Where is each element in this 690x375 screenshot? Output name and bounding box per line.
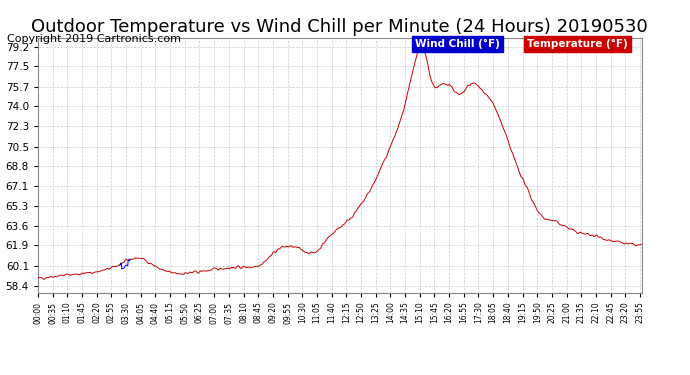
Text: Copyright 2019 Cartronics.com: Copyright 2019 Cartronics.com bbox=[7, 34, 181, 44]
Text: Wind Chill (°F): Wind Chill (°F) bbox=[415, 39, 500, 49]
Text: Temperature (°F): Temperature (°F) bbox=[527, 39, 628, 49]
Title: Outdoor Temperature vs Wind Chill per Minute (24 Hours) 20190530: Outdoor Temperature vs Wind Chill per Mi… bbox=[32, 18, 648, 36]
